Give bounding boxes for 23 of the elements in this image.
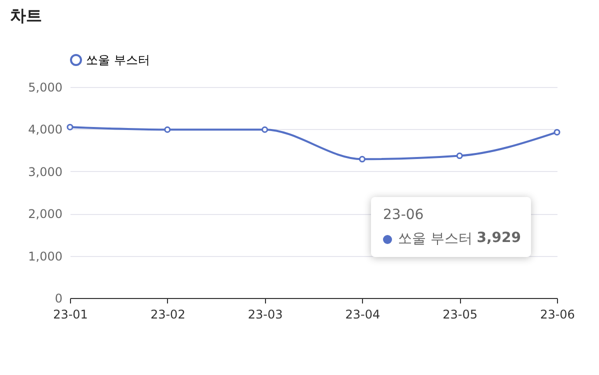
annotation: 쏘울 부스터 — [398, 230, 472, 248]
chart-title: 차트 — [10, 6, 42, 25]
y-tick-label: 5,000 — [28, 80, 62, 94]
y-tick-label: 2,000 — [28, 207, 62, 222]
point — [358, 156, 366, 162]
y-tick-label: 0 — [54, 292, 62, 306]
point — [456, 152, 463, 160]
x-tick-label: 23-03 — [248, 308, 283, 322]
x-tick-label: 23-04 — [345, 308, 380, 322]
x-tick-label: 23-05 — [442, 308, 478, 322]
x-tick-label: 23-01 — [53, 308, 88, 322]
y-tick-label: 4,000 — [28, 122, 62, 137]
annotation: 3,929 — [476, 230, 521, 246]
point — [262, 126, 268, 133]
point — [66, 124, 74, 130]
x-tick-label: 23-06 — [540, 308, 575, 322]
point — [554, 128, 560, 136]
annotation: 23-06 — [383, 207, 424, 223]
point — [164, 126, 171, 133]
y-tick-label: 1,000 — [28, 249, 62, 264]
x-tick-label: 23-02 — [150, 308, 186, 322]
legend-label: 쏘울 부스터 — [86, 53, 150, 67]
y-tick-label: 3,000 — [28, 164, 62, 179]
